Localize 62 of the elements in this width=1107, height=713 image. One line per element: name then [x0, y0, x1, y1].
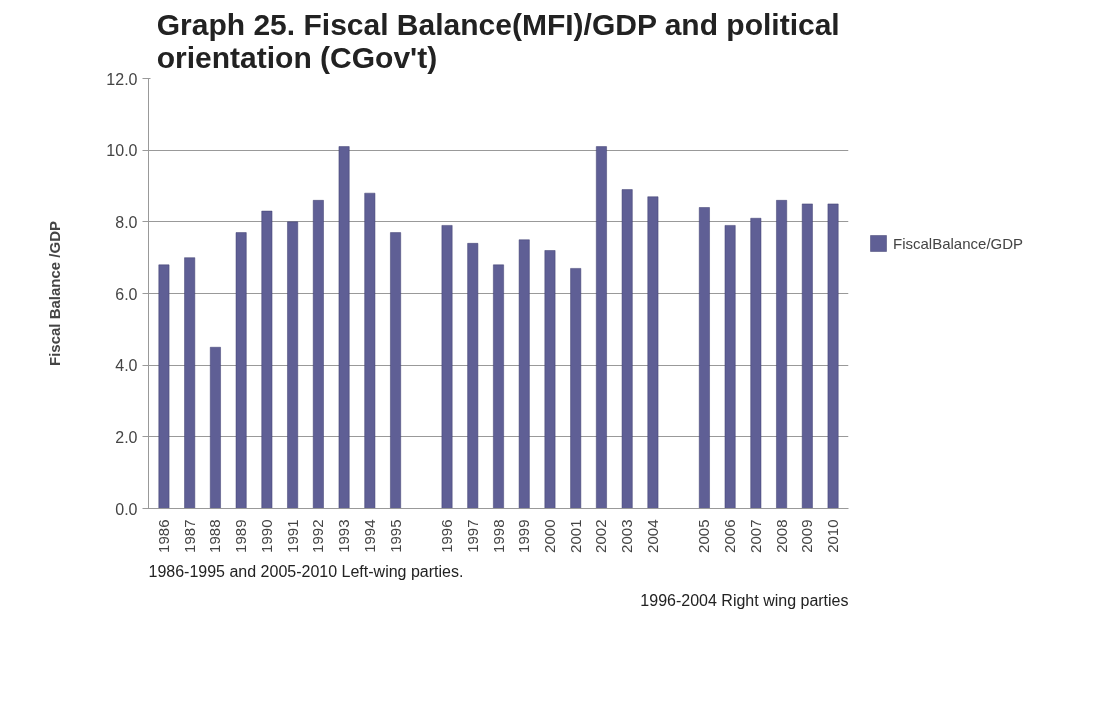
x-tick-label: 1990	[257, 519, 275, 553]
bar	[750, 218, 762, 509]
bar	[827, 203, 839, 509]
y-tick-label: 4.0	[115, 357, 138, 375]
legend-label: FiscalBalance/GDP	[893, 234, 1024, 252]
x-tick-label: 2006	[721, 519, 739, 553]
bar	[364, 192, 376, 509]
bar	[467, 243, 479, 509]
y-tick-label: 12.0	[106, 70, 138, 88]
y-tick-label: 2.0	[115, 428, 138, 446]
x-tick-label: 2003	[618, 519, 636, 553]
x-tick-label: 1987	[180, 519, 198, 553]
x-tick-label: 1993	[335, 519, 353, 553]
bar	[158, 264, 170, 509]
bar	[287, 221, 299, 509]
x-tick-label: 2007	[746, 519, 764, 553]
x-tick-label: 1986	[154, 519, 172, 553]
x-tick-label: 1989	[232, 519, 250, 553]
bar	[544, 250, 556, 509]
bar	[724, 225, 736, 509]
x-tick-label: 1991	[283, 519, 301, 553]
bar	[441, 225, 453, 509]
x-tick-label: 1988	[206, 519, 224, 553]
x-tick-label: 1999	[515, 519, 533, 553]
x-tick-label: 2001	[566, 519, 584, 553]
bar	[596, 146, 607, 509]
bar	[698, 207, 710, 509]
bar	[518, 239, 530, 509]
chart-title: Graph 25. Fiscal Balance(MFI)/GDP and political orientation (CGov't)	[156, 7, 840, 74]
bar	[261, 210, 273, 509]
bar	[338, 146, 350, 509]
bar	[570, 268, 582, 509]
x-tick-label: 2008	[772, 519, 790, 553]
x-tick-label: 1998	[489, 519, 507, 553]
y-axis-title: Fiscal Balance /GDP	[46, 220, 64, 367]
x-tick-label: 1997	[463, 519, 481, 553]
text: 1986-1995 and 2005-2010 Left-wing parties.	[148, 562, 464, 580]
bar	[493, 264, 504, 509]
x-tick-label: 2005	[695, 519, 713, 553]
x-tick-label: 2002	[592, 519, 610, 553]
x-tick-label: 2010	[824, 519, 842, 553]
x-tick-label: 1996	[438, 519, 456, 553]
y-tick-label: 0.0	[115, 500, 138, 518]
bar	[621, 189, 633, 509]
x-tick-label: 1994	[360, 519, 378, 553]
text: 1996-2004 Right wing parties	[640, 591, 849, 609]
x-tick-label: 1995	[386, 519, 404, 553]
y-tick-label: 10.0	[106, 142, 138, 160]
x-tick-label: 2009	[798, 519, 816, 553]
y-tick-label: 6.0	[115, 285, 138, 303]
bar	[312, 200, 324, 509]
bar	[390, 232, 401, 509]
bar	[184, 257, 196, 509]
x-tick-label: 1992	[309, 519, 327, 553]
bar	[776, 200, 787, 509]
bar	[647, 196, 659, 509]
bar	[235, 232, 247, 509]
x-tick-label: 2004	[643, 519, 661, 553]
bar	[801, 203, 813, 509]
x-tick-label: 2000	[540, 519, 558, 553]
y-tick-label: 8.0	[115, 213, 138, 231]
bar	[210, 347, 221, 509]
